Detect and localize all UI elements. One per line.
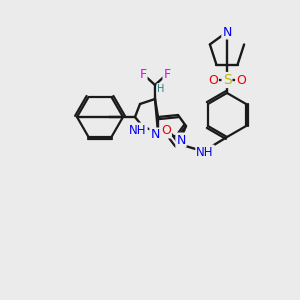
- Text: F: F: [140, 68, 147, 80]
- Text: N: N: [150, 128, 160, 142]
- Text: N: N: [176, 134, 186, 146]
- Text: S: S: [223, 73, 231, 87]
- Text: NH: NH: [129, 124, 147, 136]
- Text: F: F: [164, 68, 171, 80]
- Text: O: O: [208, 74, 218, 86]
- Text: NH: NH: [196, 146, 214, 158]
- Text: N: N: [222, 26, 232, 38]
- Text: O: O: [161, 124, 171, 137]
- Text: H: H: [157, 84, 165, 94]
- Text: O: O: [236, 74, 246, 86]
